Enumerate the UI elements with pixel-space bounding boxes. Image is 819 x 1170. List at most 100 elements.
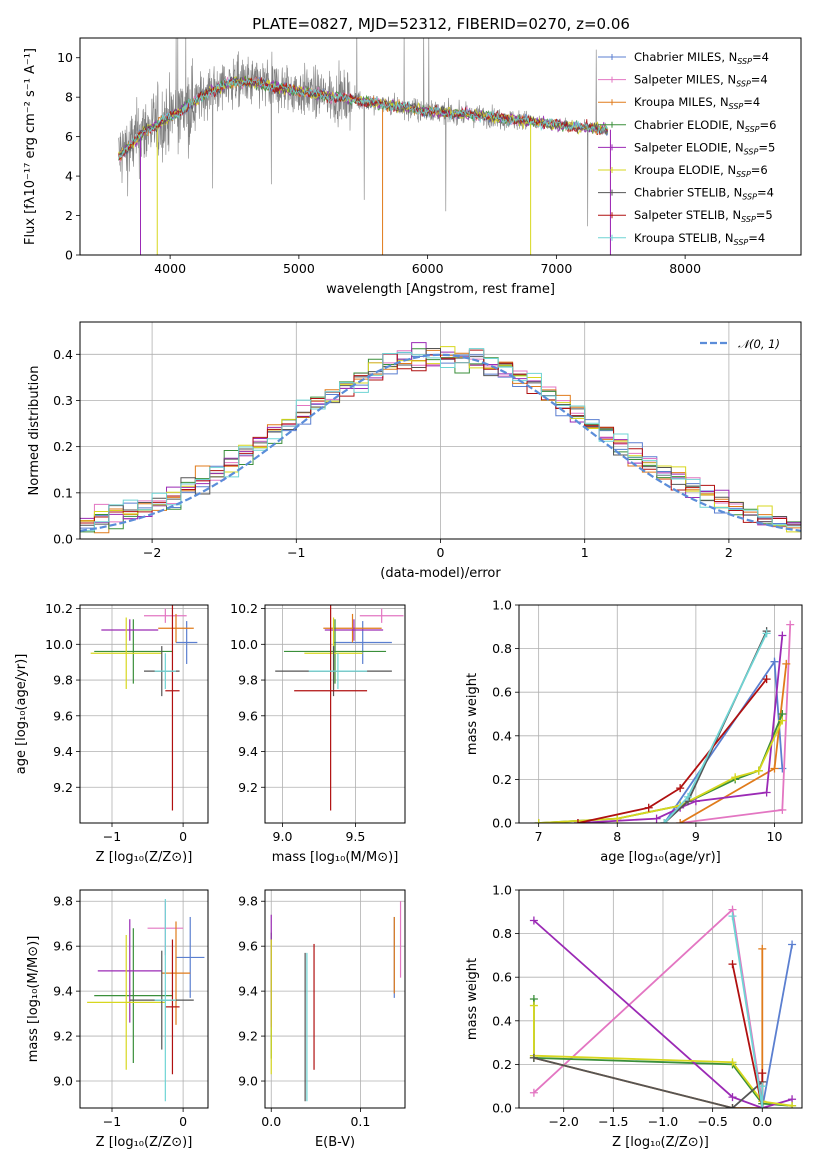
y-tick-label: 0.2 <box>492 772 512 787</box>
y-axis-label: Normed distribution <box>27 366 42 496</box>
x-axis-label: (data-model)/error <box>380 566 501 581</box>
residuals-plot-area <box>80 342 801 535</box>
weight-point <box>728 1093 737 1102</box>
weight-point <box>684 792 693 801</box>
x-tick-label: 1 <box>581 545 589 560</box>
y-tick-label: 9.6 <box>238 708 258 723</box>
y-tick-label: 0.2 <box>53 439 73 454</box>
legend-label: Kroupa ELODIE, NSSP=6 <box>634 163 768 179</box>
weight-point <box>573 819 582 823</box>
y-tick-label: 0.4 <box>492 728 512 743</box>
weight-point <box>676 784 685 793</box>
y-tick-label: 0.0 <box>492 1101 512 1116</box>
x-tick-label: 9 <box>692 829 700 844</box>
weight-point <box>782 659 791 668</box>
y-tick-label: 10.0 <box>230 637 258 652</box>
x-tick-label: 6000 <box>412 261 444 276</box>
mass_vs_EBV-axes-frame <box>264 889 406 1109</box>
normal-curve <box>80 353 801 532</box>
y-tick-label: 9.2 <box>238 1029 258 1044</box>
y-tick-label: 6 <box>65 129 73 144</box>
figure-title: PLATE=0827, MJD=52312, FIBERID=0270, z=0… <box>252 15 630 33</box>
y-tick-label: 8 <box>65 90 73 105</box>
weights_vs_age-axes-frame <box>518 604 803 824</box>
weight-series <box>533 1057 763 1108</box>
y-tick-label: 9.4 <box>53 744 73 759</box>
weight-point <box>728 960 737 969</box>
spectrum-chart: 4000 5000 6000 7000 8000 0 2 4 6 8 10 wavelength [A… <box>23 37 802 297</box>
x-tick-label: −2.0 <box>549 1114 579 1129</box>
mass_vs_Z-plot-area <box>87 898 205 1102</box>
y-tick-label: 9.8 <box>53 673 73 688</box>
x-axis-label: Z [log₁₀(Z/Z⊙)] <box>96 850 193 865</box>
mass_vs_EBV-plot-area <box>270 901 402 1102</box>
weight-point <box>676 819 685 823</box>
weight-series <box>731 963 764 1108</box>
weight-point <box>534 819 543 823</box>
legend-label: Salpeter STELIB, NSSP=5 <box>634 208 773 224</box>
y-tick-label: 2 <box>65 208 73 223</box>
y-tick-label: 4 <box>65 169 73 184</box>
y-tick-label: 10 <box>57 50 73 65</box>
weight-series <box>731 916 764 1108</box>
weight-point <box>728 1058 737 1067</box>
weight-point <box>728 1104 737 1108</box>
x-tick-label: −0.5 <box>697 1114 727 1129</box>
age_vs_mass-axes-frame <box>264 604 406 824</box>
y-axis-label: mass weight <box>465 958 480 1040</box>
x-tick-label: 0.0 <box>752 1114 772 1129</box>
weight-point <box>770 764 779 773</box>
age_vs_mass-plot-area <box>275 605 404 811</box>
y-tick-label: 0.0 <box>492 816 512 831</box>
x-tick-label: 8000 <box>669 261 701 276</box>
spectrum-axes-frame <box>79 37 802 256</box>
y-tick-label: 0.8 <box>492 926 512 941</box>
weight-point <box>613 814 622 823</box>
weight-point <box>728 912 737 921</box>
y-tick-label: 9.8 <box>238 673 258 688</box>
x-tick-label: 0 <box>437 545 445 560</box>
weight-point <box>529 1001 538 1010</box>
legend-label: Salpeter MILES, NSSP=4 <box>634 73 768 89</box>
x-tick-label: 7000 <box>540 261 572 276</box>
y-tick-label: 1.0 <box>492 883 512 898</box>
weight-point <box>731 773 740 782</box>
weight-point <box>778 631 787 640</box>
weight-series <box>577 678 768 823</box>
mass_vs_Z-chart: −1 0 9.0 9.2 9.4 9.6 9.8 Z [log₁₀(Z/Z⊙)] mass [l… <box>26 889 209 1150</box>
y-tick-label: 10.2 <box>45 601 73 616</box>
weight-series <box>538 720 784 823</box>
spectrum-plot-area <box>118 38 611 255</box>
weight-point <box>778 805 787 814</box>
x-tick-label: 5000 <box>283 261 315 276</box>
weight-point <box>778 764 787 773</box>
weight-point <box>754 766 763 775</box>
weight-point <box>529 1053 538 1062</box>
residual-legend: 𝒩(0, 1) <box>700 337 780 351</box>
weight-point <box>644 803 653 812</box>
legend-label: Chabrier ELODIE, NSSP=6 <box>634 118 776 134</box>
weight-point <box>762 629 771 638</box>
y-tick-label: 9.6 <box>53 708 73 723</box>
weight-series <box>538 713 784 823</box>
x-tick-label: −1 <box>287 545 305 560</box>
weight-point <box>762 788 771 797</box>
y-tick-label: 0.2 <box>492 1057 512 1072</box>
weight-point <box>758 1082 767 1091</box>
y-tick-label: 0.4 <box>492 1013 512 1028</box>
y-tick-label: 9.2 <box>53 780 73 795</box>
mass_vs_Z-axes-frame <box>79 889 209 1109</box>
y-tick-label: 9.0 <box>53 1074 73 1089</box>
weight-point <box>758 944 767 953</box>
x-axis-label: E(B-V) <box>315 1135 355 1150</box>
y-tick-label: 0.6 <box>492 685 512 700</box>
weight-point <box>778 716 787 725</box>
legend-label: 𝒩(0, 1) <box>738 337 780 351</box>
x-tick-label: 2 <box>725 545 733 560</box>
y-tick-label: 0 <box>65 248 73 263</box>
x-tick-label: −1 <box>103 829 121 844</box>
weight-point <box>660 819 669 823</box>
y-tick-label: 9.8 <box>53 894 73 909</box>
y-tick-label: 9.8 <box>238 894 258 909</box>
y-axis-label: mass [log₁₀(M/M⊙)] <box>26 936 41 1063</box>
